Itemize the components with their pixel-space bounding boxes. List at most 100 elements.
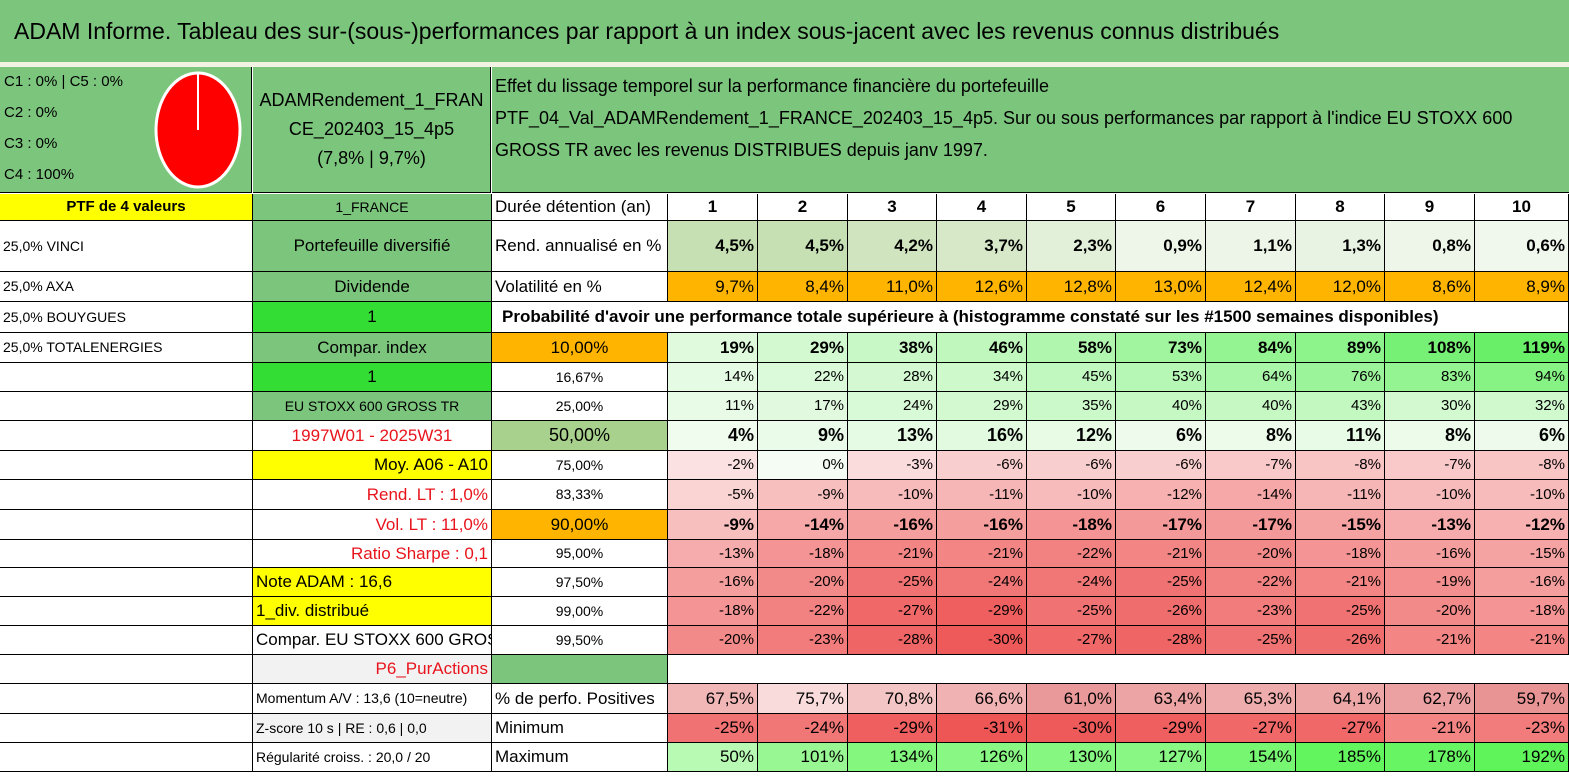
mid-info-1: 1_FRANCE — [253, 194, 492, 221]
mid-info-3: Dividende — [253, 272, 492, 302]
year-header-8: 8 — [1296, 194, 1385, 221]
prob-value: 28% — [848, 363, 937, 392]
prob-value: -25% — [848, 568, 937, 597]
prob-value: -11% — [937, 480, 1027, 510]
prob-value: -5% — [668, 480, 758, 510]
prob-value: -13% — [668, 540, 758, 568]
class-line-1: C1 : 0% | C5 : 0% — [4, 73, 123, 90]
positive-value-9: 62,7% — [1385, 684, 1475, 714]
rend-value-2: 4,5% — [758, 221, 848, 272]
prob-value: -25% — [1296, 597, 1385, 626]
mid-info-12: Ratio Sharpe : 0,1 — [253, 540, 492, 568]
mid-info-9: Moy. A06 - A10 — [253, 451, 492, 480]
class-line-4: C4 : 100% — [4, 166, 75, 183]
max-value-4: 126% — [937, 743, 1027, 772]
prob-value: -11% — [1296, 480, 1385, 510]
empty-left-cell — [0, 626, 253, 655]
effect-line-1: Effet du lissage temporel sur la perform… — [495, 76, 1049, 96]
prob-value: -9% — [758, 480, 848, 510]
prob-value: -30% — [937, 626, 1027, 655]
prob-value: -21% — [1475, 626, 1569, 655]
rend-value-7: 1,1% — [1206, 221, 1296, 272]
max-value-6: 127% — [1116, 743, 1206, 772]
vol-value-9: 8,6% — [1385, 272, 1475, 302]
prob-threshold-1: 10,00% — [492, 333, 668, 363]
prob-value: -10% — [1475, 480, 1569, 510]
year-header-7: 7 — [1206, 194, 1296, 221]
prob-value: -18% — [758, 540, 848, 568]
max-value-10: 192% — [1475, 743, 1569, 772]
prob-value: -27% — [1027, 626, 1116, 655]
prob-value: -27% — [848, 597, 937, 626]
empty-left-cell — [0, 540, 253, 568]
prob-threshold-2: 16,67% — [492, 363, 668, 392]
prob-value: 16% — [937, 421, 1027, 451]
mid-info-18: Z-score 10 s | RE : 0,6 | 0,0 — [253, 714, 492, 743]
prob-value: -21% — [937, 540, 1027, 568]
vol-value-10: 8,9% — [1475, 272, 1569, 302]
positive-value-10: 59,7% — [1475, 684, 1569, 714]
prob-value: 4% — [668, 421, 758, 451]
prob-value: 76% — [1296, 363, 1385, 392]
portfolio-name-line-2: CE_202403_15_4p5 — [288, 119, 455, 139]
prob-value: -2% — [668, 451, 758, 480]
prob-value: -29% — [937, 597, 1027, 626]
year-header-1: 1 — [668, 194, 758, 221]
rend-value-9: 0,8% — [1385, 221, 1475, 272]
mid-info-10: Rend. LT : 1,0% — [253, 480, 492, 510]
prob-value: 94% — [1475, 363, 1569, 392]
vol-value-4: 12,6% — [937, 272, 1027, 302]
rend-value-4: 3,7% — [937, 221, 1027, 272]
prob-threshold-9: 97,50% — [492, 568, 668, 597]
prob-value: -16% — [668, 568, 758, 597]
class-line-3: C3 : 0% — [4, 135, 58, 152]
prob-value: -16% — [937, 510, 1027, 540]
prob-value: -7% — [1206, 451, 1296, 480]
mid-info-11: Vol. LT : 11,0% — [253, 510, 492, 540]
rend-value-10: 0,6% — [1475, 221, 1569, 272]
prob-threshold-6: 83,33% — [492, 480, 668, 510]
vol-value-8: 12,0% — [1296, 272, 1385, 302]
class-line-2: C2 : 0% — [4, 104, 58, 121]
prob-value: -16% — [848, 510, 937, 540]
year-header-2: 2 — [758, 194, 848, 221]
prob-value: -24% — [937, 568, 1027, 597]
title-separator — [0, 62, 1569, 67]
prob-value: 30% — [1385, 392, 1475, 421]
prob-value: -9% — [668, 510, 758, 540]
prob-value: -10% — [848, 480, 937, 510]
prob-value: 6% — [1116, 421, 1206, 451]
rend-value-5: 2,3% — [1027, 221, 1116, 272]
prob-value: 83% — [1385, 363, 1475, 392]
mid-info-16: P6_PurActions — [253, 655, 492, 684]
effect-description: Effet du lissage temporel sur la perform… — [492, 67, 1569, 193]
max-value-2: 101% — [758, 743, 848, 772]
prob-value: -25% — [1116, 568, 1206, 597]
mid-info-4: 1 — [253, 302, 492, 333]
prob-value: -26% — [1116, 597, 1206, 626]
prob-value: 89% — [1296, 333, 1385, 363]
prob-value: 45% — [1027, 363, 1116, 392]
prob-value: -20% — [758, 568, 848, 597]
min-value-3: -29% — [848, 714, 937, 743]
rend-value-3: 4,2% — [848, 221, 937, 272]
prob-value: 35% — [1027, 392, 1116, 421]
max-value-1: 50% — [668, 743, 758, 772]
prob-value: -19% — [1385, 568, 1475, 597]
prob-value: -16% — [1385, 540, 1475, 568]
vol-value-6: 13,0% — [1116, 272, 1206, 302]
prob-threshold-5: 75,00% — [492, 451, 668, 480]
prob-value: -21% — [1385, 626, 1475, 655]
prob-value: 43% — [1296, 392, 1385, 421]
prob-value: -22% — [1027, 540, 1116, 568]
year-header-5: 5 — [1027, 194, 1116, 221]
year-header-6: 6 — [1116, 194, 1206, 221]
min-value-10: -23% — [1475, 714, 1569, 743]
vol-value-7: 12,4% — [1206, 272, 1296, 302]
positive-value-3: 70,8% — [848, 684, 937, 714]
positive-value-1: 67,5% — [668, 684, 758, 714]
prob-threshold-3: 25,00% — [492, 392, 668, 421]
max-value-8: 185% — [1296, 743, 1385, 772]
max-value-5: 130% — [1027, 743, 1116, 772]
mid-info-7: EU STOXX 600 GROSS TR — [253, 392, 492, 421]
